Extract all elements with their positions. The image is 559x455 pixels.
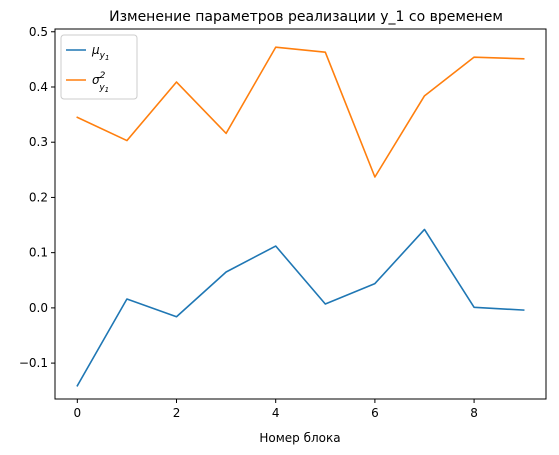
series-layer [76,46,525,387]
legend: μy1 σ2 y1 [60,34,138,100]
x-tick-label: 6 [371,406,379,420]
series-line-0 [76,228,525,387]
y-tick-label: −0.1 [19,356,48,370]
legend-label-1: σ2 y1 [92,71,109,94]
x-axis-label: Номер блока [259,431,340,445]
chart-title: Изменение параметров реализации y_1 со в… [109,9,503,25]
x-tick-label: 2 [173,406,181,420]
y-tick-label: 0.5 [29,25,48,39]
x-axis-ticks: 0 2 4 6 8 [73,399,478,420]
x-tick-label: 8 [470,406,478,420]
y-axis-ticks: −0.1 0.0 0.1 0.2 0.3 0.4 0.5 [19,25,55,370]
y-tick-label: 0.4 [29,80,48,94]
legend-label-0: μy1 [91,43,109,62]
y-tick-label: 0.1 [29,246,48,260]
series-line-1 [76,46,525,178]
x-tick-label: 4 [272,406,280,420]
plot-frame [54,28,547,400]
x-tick-label: 0 [73,406,81,420]
y-tick-label: 0.3 [29,135,48,149]
y-tick-label: 0.0 [29,301,48,315]
legend-items: μy1 σ2 y1 [66,43,109,94]
legend-box [60,34,138,100]
y-tick-label: 0.2 [29,190,48,204]
